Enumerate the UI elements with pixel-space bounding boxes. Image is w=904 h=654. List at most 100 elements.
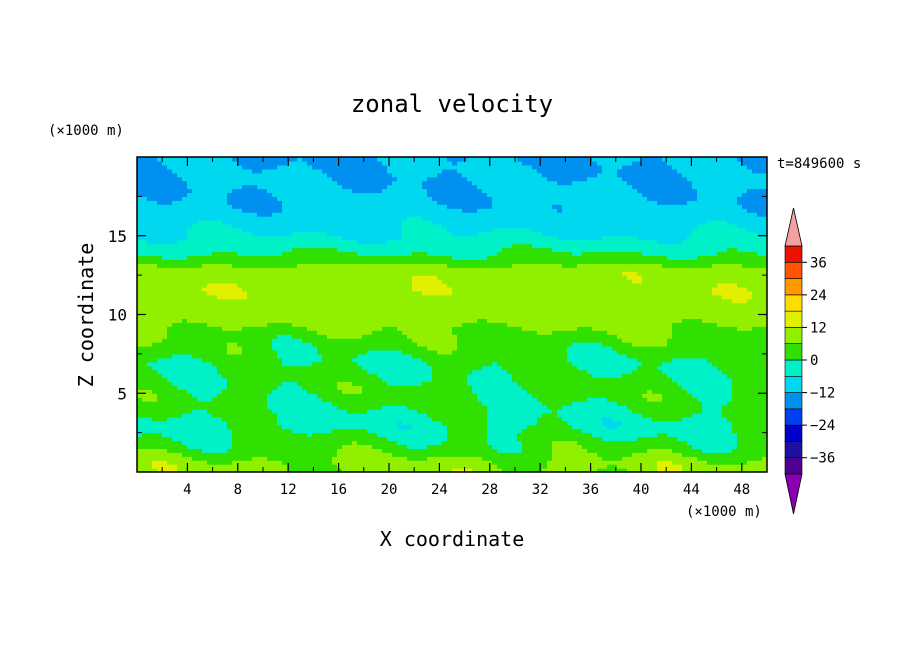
field-cell [747, 365, 753, 371]
field-cell [522, 385, 528, 390]
field-cell [702, 373, 708, 379]
field-cell [317, 334, 323, 339]
field-cell [637, 440, 643, 446]
field-cell [722, 334, 728, 339]
field-cell [287, 365, 293, 371]
field-cell [612, 338, 618, 343]
field-cell [137, 456, 143, 461]
field-cell [322, 436, 328, 442]
field-cell [367, 393, 373, 398]
field-cell [297, 342, 303, 347]
field-cell [232, 381, 238, 386]
field-cell [307, 440, 313, 446]
field-cell [372, 401, 378, 406]
field-cell [362, 334, 368, 339]
field-cell [462, 314, 468, 320]
field-cell [502, 444, 508, 449]
field-cell [342, 381, 348, 386]
field-cell [502, 440, 508, 446]
field-cell [422, 432, 428, 438]
field-cell [757, 460, 763, 465]
field-cell [277, 401, 283, 406]
field-cell [667, 397, 673, 402]
field-cell [652, 381, 658, 386]
field-cell [582, 365, 588, 371]
field-cell [212, 389, 218, 394]
field-cell [467, 432, 473, 438]
field-cell [397, 405, 403, 410]
field-cell [702, 405, 708, 410]
field-cell [737, 385, 743, 390]
field-cell [597, 342, 603, 347]
field-cell [172, 314, 178, 320]
field-cell [637, 428, 643, 434]
field-cell [622, 436, 628, 442]
field-cell [152, 412, 158, 418]
field-cell [712, 424, 718, 430]
field-cell [647, 401, 653, 406]
field-cell [262, 369, 268, 375]
field-cell [722, 448, 728, 453]
field-cell [142, 456, 148, 461]
field-cell [702, 353, 708, 359]
field-cell [432, 397, 438, 402]
field-cell [537, 381, 543, 386]
field-cell [747, 369, 753, 375]
field-cell [702, 432, 708, 438]
field-cell [697, 393, 703, 398]
field-cell [192, 377, 198, 383]
field-cell [692, 385, 698, 390]
field-cell [492, 357, 498, 363]
field-cell [532, 460, 538, 465]
field-cell [352, 349, 358, 355]
field-cell [532, 436, 538, 442]
field-cell [587, 428, 593, 434]
field-cell [592, 322, 598, 327]
field-cell [617, 452, 623, 457]
field-cell [187, 440, 193, 446]
field-cell [202, 397, 208, 402]
field-cell [192, 373, 198, 379]
field-cell [567, 365, 573, 371]
field-cell [652, 456, 658, 461]
field-cell [267, 361, 273, 367]
field-cell [652, 401, 658, 406]
field-cell [477, 393, 483, 398]
field-cell [527, 420, 533, 426]
field-cell [317, 353, 323, 359]
field-cell [357, 377, 363, 383]
field-cell [157, 401, 163, 406]
field-cell [752, 334, 758, 339]
field-cell [337, 357, 343, 363]
field-cell [572, 342, 578, 347]
field-cell [707, 361, 713, 367]
field-cell [572, 318, 578, 323]
field-cell [662, 409, 668, 414]
field-cell [422, 464, 428, 469]
field-cell [697, 460, 703, 465]
field-cell [352, 401, 358, 406]
field-cell [547, 349, 553, 355]
field-cell [657, 397, 663, 402]
field-cell [197, 416, 203, 422]
field-cell [322, 440, 328, 446]
field-cell [682, 381, 688, 386]
field-cell [417, 448, 423, 453]
field-cell [607, 342, 613, 347]
field-cell [432, 357, 438, 363]
field-cell [247, 393, 253, 398]
field-cell [357, 365, 363, 371]
field-cell [407, 468, 413, 472]
field-cell [417, 373, 423, 379]
field-cell [717, 357, 723, 363]
field-cell [277, 373, 283, 379]
field-cell [727, 416, 733, 422]
field-cell [157, 373, 163, 379]
field-cell [192, 389, 198, 394]
field-cell [637, 365, 643, 371]
field-cell [392, 385, 398, 390]
field-cell [692, 440, 698, 446]
field-cell [192, 381, 198, 386]
field-cell [292, 314, 298, 320]
field-cell [247, 436, 253, 442]
